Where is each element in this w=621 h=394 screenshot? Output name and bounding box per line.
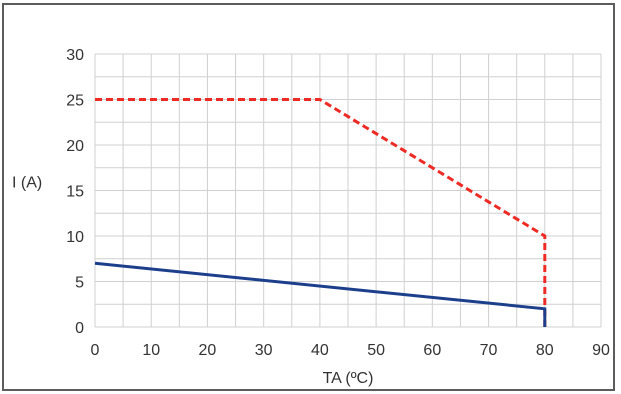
x-tick-label: 50: [367, 342, 385, 359]
series-line-solid: [94, 261, 547, 327]
y-tick-label: 0: [75, 320, 84, 337]
x-tick-label: 30: [255, 342, 273, 359]
x-tick-label: 0: [91, 342, 100, 359]
y-tick-label: 30: [66, 47, 84, 64]
chart-frame: 0 10 20 30 40 50 60 70 80 90 0 5 10 15 20 25 30 TA (ºC) …: [2, 3, 615, 391]
grid: [94, 53, 602, 328]
y-tick-label: 25: [66, 93, 84, 110]
x-tick-label: 20: [199, 342, 217, 359]
y-tick-label: 5: [75, 275, 84, 292]
series-line-dashed: [95, 98, 547, 327]
x-tick-label: 60: [423, 342, 441, 359]
y-tick-label: 15: [66, 184, 84, 201]
x-axis-title: TA (ºC): [323, 370, 374, 387]
x-tick-label: 80: [536, 342, 554, 359]
y-tick-label: 10: [66, 229, 84, 246]
series: [94, 98, 547, 327]
tick-labels: 0 10 20 30 40 50 60 70 80 90 0 5 10 15 20 25 30: [66, 47, 610, 359]
y-axis-title: I (A): [12, 175, 42, 192]
x-tick-label: 70: [480, 342, 498, 359]
x-tick-label: 10: [142, 342, 160, 359]
y-tick-label: 20: [66, 138, 84, 155]
x-tick-label: 90: [592, 342, 610, 359]
x-tick-label: 40: [311, 342, 329, 359]
